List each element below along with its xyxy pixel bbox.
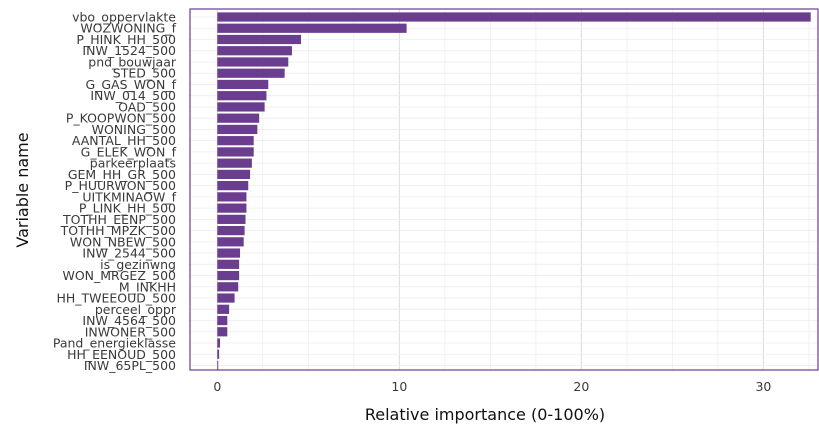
y-tick-label: TOTHH_EENP_500 <box>62 212 176 227</box>
bar <box>217 113 260 123</box>
y-axis-title: Variable name <box>13 132 32 247</box>
y-tick-label: WONING_500 <box>92 122 176 137</box>
bar <box>217 214 246 224</box>
bar <box>217 349 220 359</box>
plot-background <box>190 9 818 370</box>
bar <box>217 181 249 191</box>
bar <box>217 158 252 168</box>
bar <box>217 203 247 213</box>
y-tick-label: WOZWONING_f <box>80 21 176 36</box>
x-tick-label: 10 <box>391 379 407 394</box>
bar <box>217 147 254 157</box>
bar <box>217 91 267 101</box>
y-tick-label: P_HINK_HH_500 <box>76 32 176 47</box>
bar <box>217 225 245 236</box>
y-tick-label: pnd_bouwjaar <box>88 54 177 69</box>
y-tick-label: perceel_oppr <box>95 302 177 317</box>
bar <box>217 282 239 292</box>
y-tick-label: HH_TWEEOUD_500 <box>56 291 176 306</box>
y-tick-label: M_INKHH <box>119 279 176 294</box>
bar <box>217 259 240 269</box>
bar <box>217 57 289 67</box>
y-tick-label: AANTAL_HH_500 <box>72 133 176 148</box>
grid <box>190 9 818 370</box>
y-tick-label: STED_500 <box>113 66 176 81</box>
bar <box>217 124 258 135</box>
y-tick-label: G_GAS_WON_f <box>85 77 176 92</box>
y-tick-label: INW_2544_500 <box>82 246 176 261</box>
x-tick-label: 20 <box>573 379 589 394</box>
bar <box>217 315 228 326</box>
y-tick-label: INW_65PL_500 <box>84 358 176 373</box>
y-tick-label: WON_NBEW_500 <box>70 234 176 249</box>
y-tick-label: P_LINK_HH_500 <box>79 201 176 216</box>
bar <box>217 270 240 281</box>
bar <box>217 360 219 371</box>
y-tick-labels: vbo_oppervlakteWOZWONING_fP_HINK_HH_500I… <box>53 10 177 374</box>
bar <box>217 79 269 90</box>
y-tick-label: P_HUURWON_500 <box>65 178 176 193</box>
y-tick-label: OAD_500 <box>118 99 176 114</box>
y-tick-label: P_KOOPWON_500 <box>66 111 176 126</box>
y-tick-label: vbo_oppervlakte <box>72 10 176 25</box>
bar <box>217 338 221 348</box>
y-tick-label: G_ELEK_WON_f <box>81 144 177 159</box>
x-tick-label: 0 <box>213 379 221 394</box>
bar <box>217 136 254 146</box>
x-tick-labels: 0 10 20 30 <box>213 379 771 394</box>
y-tick-label: is_gezinwng <box>100 257 176 272</box>
y-tick-label: INW_014_500 <box>90 88 176 103</box>
bar <box>217 34 302 45</box>
bar <box>217 68 285 78</box>
bar <box>217 23 407 33</box>
y-tick-label: TOTHH_MPZK_500 <box>60 223 176 238</box>
plot-frame <box>189 8 819 371</box>
x-axis-title: Relative importance (0-100%) <box>365 405 605 424</box>
y-tick-label: INW_4564_500 <box>82 313 176 328</box>
bar <box>217 293 235 303</box>
bar <box>217 237 244 247</box>
y-tick-label: HH_EENOUD_500 <box>67 347 176 362</box>
y-tick-label: GEM_HH_GR_500 <box>68 167 176 182</box>
bar <box>217 169 251 179</box>
bar <box>217 327 228 337</box>
y-tick-label: INW_1524_500 <box>82 43 176 58</box>
y-tick-label: INWONER_500 <box>85 324 176 339</box>
x-tick-label: 30 <box>755 379 771 394</box>
y-tick-label: Pand_energieklasse <box>53 336 176 351</box>
bar <box>217 248 241 258</box>
bar <box>217 12 811 22</box>
bar <box>217 304 230 314</box>
y-tick-label: UITKMINAOW_f <box>82 189 176 204</box>
bar <box>217 102 265 112</box>
bar <box>217 46 292 56</box>
bars <box>217 12 811 371</box>
y-tick-label: WON_MRGEZ_500 <box>62 268 176 283</box>
bar <box>217 192 247 202</box>
y-tick-label: parkeerplaats <box>90 156 176 171</box>
